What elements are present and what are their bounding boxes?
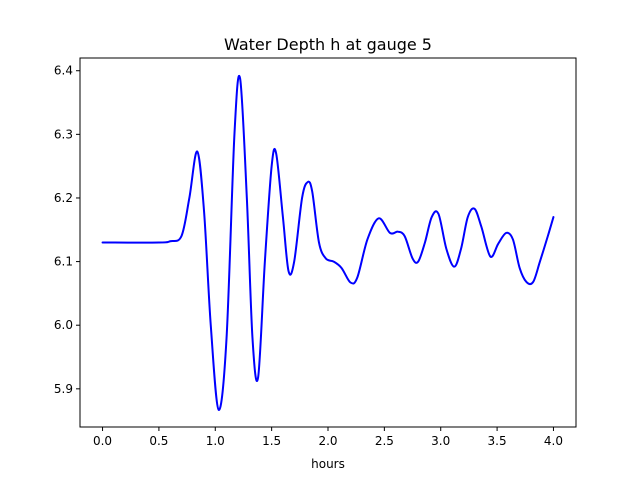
y-tick-label: 6.4 <box>54 64 73 78</box>
x-tick-label: 4.0 <box>544 434 563 448</box>
x-axis-label: hours <box>311 457 345 471</box>
x-tick-label: 0.5 <box>149 434 168 448</box>
y-tick-label: 6.0 <box>54 318 73 332</box>
x-axis: 0.0 0.5 1.0 1.5 2.0 2.5 3.0 3.5 4.0 <box>93 427 563 448</box>
y-tick-label: 5.9 <box>54 382 73 396</box>
x-tick-label: 3.0 <box>431 434 450 448</box>
chart-title: Water Depth h at gauge 5 <box>224 35 432 54</box>
x-tick-label: 0.0 <box>93 434 112 448</box>
x-tick-label: 3.5 <box>488 434 507 448</box>
x-tick-label: 1.5 <box>262 434 281 448</box>
y-axis: 5.9 6.0 6.1 6.2 6.3 6.4 <box>54 64 80 396</box>
x-tick-label: 2.0 <box>318 434 337 448</box>
x-tick-label: 2.5 <box>375 434 394 448</box>
series-line <box>101 75 555 411</box>
y-tick-label: 6.2 <box>54 191 73 205</box>
y-tick-label: 6.3 <box>54 127 73 141</box>
x-tick-label: 1.0 <box>206 434 225 448</box>
y-tick-label: 6.1 <box>54 255 73 269</box>
